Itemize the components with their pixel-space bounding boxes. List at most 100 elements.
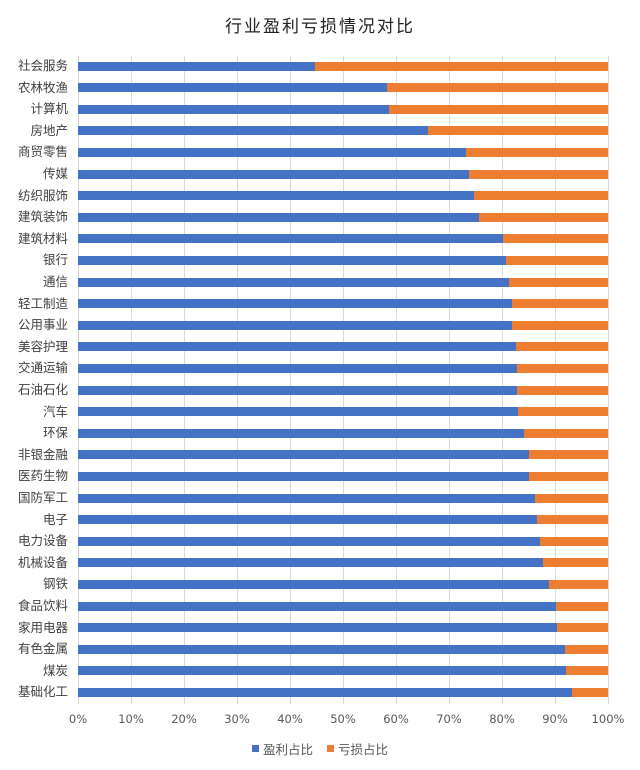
bar-profit[interactable]: [78, 666, 567, 676]
bar-row: [78, 234, 608, 244]
bar-loss[interactable]: [540, 536, 608, 546]
bar-profit[interactable]: [78, 687, 572, 697]
gridline: [290, 56, 291, 704]
bar-loss[interactable]: [509, 277, 608, 287]
gridline: [131, 56, 132, 704]
category-label: 商贸零售: [17, 144, 68, 160]
bar-profit[interactable]: [78, 471, 530, 481]
bar-loss[interactable]: [517, 385, 608, 395]
category-label: 基础化工: [17, 684, 68, 700]
bar-loss[interactable]: [529, 471, 608, 481]
legend-item-profit[interactable]: 盈利占比: [251, 739, 313, 758]
bar-loss[interactable]: [465, 147, 608, 157]
bar-loss[interactable]: [548, 579, 608, 589]
gridline: [343, 56, 344, 704]
bar-profit[interactable]: [78, 234, 504, 244]
bar-profit[interactable]: [78, 255, 506, 265]
bar-row: [78, 147, 608, 157]
bar-profit[interactable]: [78, 644, 566, 654]
bar-profit[interactable]: [78, 601, 556, 611]
bar-loss[interactable]: [518, 407, 608, 417]
category-label: 计算机: [30, 101, 68, 117]
bar-profit[interactable]: [78, 385, 518, 395]
x-tick-label: 70%: [436, 712, 462, 726]
gridline: [396, 56, 397, 704]
bar-profit[interactable]: [78, 342, 517, 352]
legend-swatch-loss-icon: [327, 745, 334, 752]
gridline: [555, 56, 556, 704]
bar-row: [78, 83, 608, 93]
bar-loss[interactable]: [534, 493, 608, 503]
bar-row: [78, 515, 608, 525]
category-label: 非银金融: [17, 446, 68, 462]
bar-profit[interactable]: [78, 299, 513, 309]
category-label: 电子: [42, 511, 68, 527]
bar-profit[interactable]: [78, 493, 535, 503]
bar-profit[interactable]: [78, 320, 513, 330]
bar-profit[interactable]: [78, 623, 558, 633]
bar-loss[interactable]: [512, 320, 608, 330]
category-label: 传媒: [42, 166, 68, 181]
bar-row: [78, 623, 608, 633]
bar-loss[interactable]: [428, 126, 608, 136]
category-label: 纺织服饰: [17, 187, 68, 203]
bar-profit[interactable]: [78, 126, 429, 136]
bar-profit[interactable]: [78, 515, 537, 525]
category-label: 机械设备: [17, 554, 68, 570]
bar-row: [78, 126, 608, 136]
bar-profit[interactable]: [78, 407, 519, 417]
bar-profit[interactable]: [78, 212, 480, 222]
bar-loss[interactable]: [517, 363, 608, 373]
bar-loss[interactable]: [555, 601, 608, 611]
category-label: 有色金属: [17, 641, 68, 657]
bar-row: [78, 169, 608, 179]
bar-profit[interactable]: [78, 536, 541, 546]
bar-row: [78, 385, 608, 395]
bar-loss[interactable]: [523, 428, 608, 438]
bar-profit[interactable]: [78, 450, 529, 460]
bar-profit[interactable]: [78, 558, 543, 568]
bar-row: [78, 450, 608, 460]
x-tick-label: 100%: [591, 712, 625, 726]
bar-loss[interactable]: [528, 450, 608, 460]
bar-loss[interactable]: [536, 515, 608, 525]
category-label: 医药生物: [17, 468, 68, 484]
bar-loss[interactable]: [565, 644, 608, 654]
category-label: 钢铁: [42, 576, 68, 592]
legend-label-profit: 盈利占比: [262, 742, 313, 757]
bar-loss[interactable]: [505, 255, 608, 265]
bar-profit[interactable]: [78, 191, 474, 201]
category-label: 房地产: [30, 122, 68, 138]
bar-loss[interactable]: [469, 169, 608, 179]
bar-profit[interactable]: [78, 169, 470, 179]
bar-profit[interactable]: [78, 277, 510, 287]
bar-profit[interactable]: [78, 61, 315, 71]
bar-row: [78, 61, 608, 71]
plot-area: [78, 56, 609, 704]
bar-loss[interactable]: [388, 104, 608, 114]
bar-loss[interactable]: [542, 558, 608, 568]
bar-profit[interactable]: [78, 579, 549, 589]
bar-profit[interactable]: [78, 428, 524, 438]
x-tick-label: 60%: [383, 712, 409, 726]
category-label: 汽车: [42, 403, 68, 419]
gridline: [78, 56, 79, 704]
bar-row: [78, 428, 608, 438]
bar-loss[interactable]: [557, 623, 608, 633]
bar-profit[interactable]: [78, 363, 518, 373]
legend: 盈利占比 亏损占比: [0, 739, 640, 758]
bar-loss[interactable]: [512, 299, 608, 309]
bar-loss[interactable]: [566, 666, 608, 676]
bar-loss[interactable]: [503, 234, 608, 244]
bar-loss[interactable]: [473, 191, 608, 201]
bar-loss[interactable]: [386, 83, 608, 93]
bar-profit[interactable]: [78, 147, 466, 157]
bar-loss[interactable]: [516, 342, 608, 352]
bar-profit[interactable]: [78, 83, 387, 93]
bar-profit[interactable]: [78, 104, 389, 114]
bar-loss[interactable]: [314, 61, 608, 71]
legend-item-loss[interactable]: 亏损占比: [327, 739, 388, 758]
category-label: 建筑装饰: [17, 209, 68, 225]
bar-loss[interactable]: [571, 687, 608, 697]
bar-loss[interactable]: [479, 212, 608, 222]
